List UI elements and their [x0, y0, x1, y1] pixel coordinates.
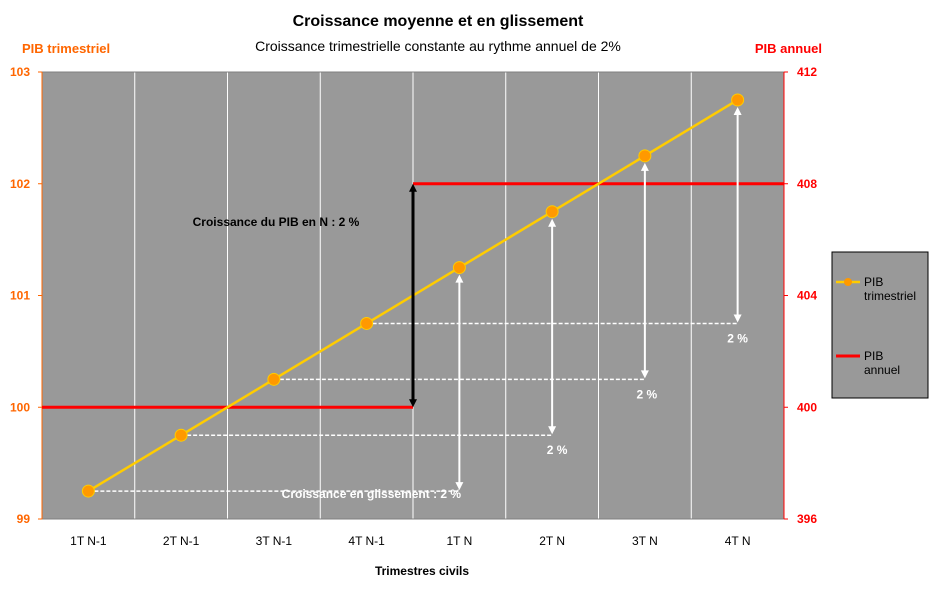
legend-label: PIB trimestriel [864, 275, 916, 303]
annotations: Croissance du PIB en N : 2 % Croissance e… [193, 215, 749, 501]
x-tick-label: 2T N [539, 534, 565, 548]
right-tick-label: 400 [797, 400, 817, 414]
quarterly-point [360, 316, 374, 330]
quarterly-point [638, 149, 652, 163]
left-tick-label: 103 [10, 65, 30, 79]
legend-swatch-marker [844, 278, 852, 286]
legend: PIB trimestriel PIB annuel [831, 251, 929, 399]
left-axis-title: PIB trimestriel [22, 41, 110, 56]
legend-box [831, 251, 929, 399]
left-tick-label: 101 [10, 289, 30, 303]
x-tick-label: 1T N [446, 534, 472, 548]
x-axis-ticks: 1T N-1 2T N-1 3T N-1 4T N-1 1T N 2T N 3T N 4T N [70, 534, 750, 548]
yoy-label: 2 % [547, 443, 568, 457]
quarterly-point [545, 205, 559, 219]
growth-arrows [409, 106, 742, 491]
yoy-reference-lines [88, 322, 738, 492]
x-tick-label: 1T N-1 [70, 534, 107, 548]
arrow-head-top [548, 218, 557, 227]
arrow-head-top [733, 106, 742, 115]
x-tick-label: 3T N-1 [256, 534, 293, 548]
right-tick-label: 408 [797, 177, 817, 191]
right-tick-label: 412 [797, 65, 817, 79]
x-tick-label: 4T N-1 [348, 534, 385, 548]
arrow-head-bottom [640, 370, 649, 379]
x-tick-label: 2T N-1 [163, 534, 200, 548]
annual-growth-label: Croissance du PIB en N : 2 % [193, 215, 360, 229]
quarterly-point [452, 261, 466, 275]
arrow-head-top [409, 183, 417, 192]
left-tick-label: 99 [17, 512, 31, 526]
legend-label: PIB annuel [864, 349, 900, 377]
x-tick-label: 3T N [632, 534, 658, 548]
arrow-head-bottom [548, 426, 557, 435]
yoy-arrow [548, 218, 557, 435]
left-tick-label: 102 [10, 177, 30, 191]
arrow-head-top [455, 274, 464, 283]
right-axis-title: PIB annuel [755, 41, 822, 56]
arrow-head-bottom [455, 482, 464, 491]
yoy-label: 2 % [727, 331, 748, 345]
yoy-label: Croissance en glissement : 2 % [282, 487, 462, 501]
quarterly-point [731, 93, 745, 107]
quarterly-point [174, 428, 188, 442]
x-tick-label: 4T N [725, 534, 751, 548]
yoy-arrow [455, 274, 464, 491]
left-axis-ticks: 99 100 101 102 103 [10, 65, 42, 526]
arrow-head-top [640, 162, 649, 171]
right-axis-ticks: 396 400 404 408 412 [784, 65, 817, 526]
right-tick-label: 404 [797, 289, 817, 303]
right-tick-label: 396 [797, 512, 817, 526]
quarterly-point [267, 372, 281, 386]
x-axis-title: Trimestres civils [375, 564, 469, 578]
gridlines [134, 72, 692, 519]
yoy-arrow [640, 162, 649, 379]
yoy-label: 2 % [637, 387, 658, 401]
arrow-head-bottom [409, 399, 417, 408]
chart-title: Croissance moyenne et en glissement [293, 13, 584, 30]
annual-growth-arrow [409, 183, 417, 408]
yoy-arrow [733, 106, 742, 323]
arrow-head-bottom [733, 314, 742, 323]
quarterly-point [81, 484, 95, 498]
chart-subtitle: Croissance trimestrielle constante au ry… [255, 38, 621, 54]
left-tick-label: 100 [10, 400, 30, 414]
